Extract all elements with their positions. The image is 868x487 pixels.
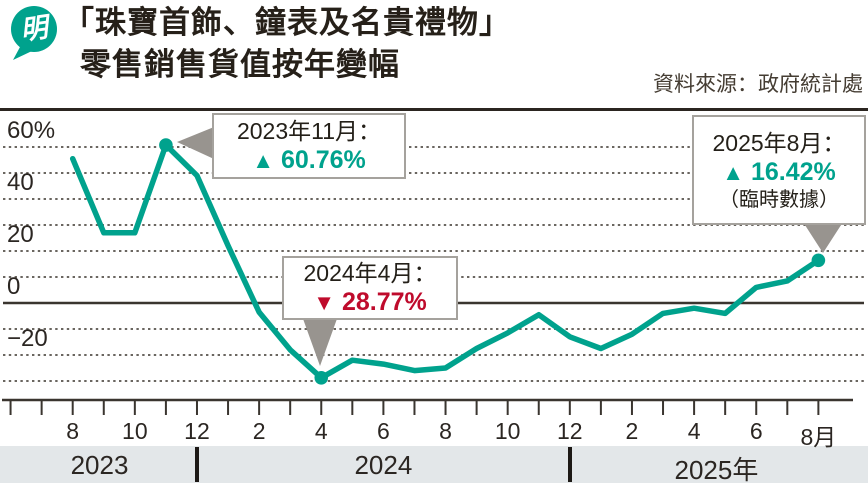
mingpao-logo-icon: 明 <box>11 6 57 60</box>
year-band <box>0 446 868 483</box>
chart-title-line2: 零售銷售貨值按年變幅 <box>80 47 400 82</box>
y-axis-label: 0 <box>7 273 21 300</box>
x-axis-month-label: 8 <box>66 418 80 444</box>
annotation-percent: 28.77% <box>341 287 427 316</box>
x-axis-month-label: 8月 <box>800 424 837 450</box>
data-point-marker <box>811 253 826 268</box>
y-axis-label: 20 <box>7 221 34 248</box>
x-axis-month-label: 6 <box>376 418 390 444</box>
x-axis-month-label: 4 <box>687 418 701 444</box>
annotation-note: （臨時數據） <box>719 188 839 211</box>
y-axis-label: 60% <box>7 117 56 144</box>
x-axis-month-label: 12 <box>557 418 583 444</box>
x-axis-month-label: 2 <box>252 418 266 444</box>
annotation-date: 2023年11月： <box>236 117 382 144</box>
annotation-date: 2025年8月： <box>712 129 846 156</box>
year-label: 2023 <box>70 450 129 480</box>
data-line <box>69 142 822 381</box>
annotation-2025-08: 2025年8月： ▲ 16.42% （臨時數據） <box>692 115 866 225</box>
year-label: 2024 <box>354 450 413 480</box>
annotation-value: ▼ 28.77% <box>313 287 427 318</box>
down-triangle-icon: ▼ <box>313 289 336 315</box>
annotation-date: 2024年4月： <box>303 259 437 286</box>
x-axis-month-label: 4 <box>314 418 328 444</box>
annotation-pointer-left-icon <box>177 127 214 159</box>
y-axis-label: 40 <box>7 169 34 196</box>
annotation-percent: 16.42% <box>750 157 836 186</box>
up-triangle-icon: ▲ <box>252 147 275 173</box>
y-axis-label: −20 <box>7 325 48 352</box>
chart-title: 「珠寶首飾、鐘表及名貴禮物」 零售銷售貨值按年變幅 <box>63 2 511 86</box>
x-axis-month-label: 12 <box>184 418 210 444</box>
x-axis-month-label: 6 <box>749 418 763 444</box>
year-divider-bar <box>567 447 572 482</box>
data-source-label: 資料來源：政府統計處 <box>653 73 863 96</box>
x-axis-month-label: 10 <box>122 418 148 444</box>
chart-title-line1: 「珠寶首飾、鐘表及名貴禮物」 <box>63 5 511 40</box>
x-axis-month-label: 8 <box>439 418 452 444</box>
annotation-2023-11: 2023年11月： ▲ 60.76% <box>212 113 406 179</box>
annotation-pointer-down-icon <box>302 316 338 366</box>
year-divider-bar <box>194 447 199 482</box>
annotation-percent: 60.76% <box>280 145 366 174</box>
annotation-value: ▲ 16.42% <box>722 157 836 188</box>
annotation-2024-04: 2024年4月： ▼ 28.77% <box>282 256 458 320</box>
data-point-marker <box>314 371 329 385</box>
x-axis-month-label: 2 <box>625 418 639 444</box>
annotation-pointer-down-icon <box>803 222 843 253</box>
year-label: 2025年 <box>674 455 759 485</box>
header-separator-line <box>0 108 868 111</box>
data-point-marker <box>159 138 173 152</box>
x-axis-month-label: 10 <box>494 418 521 444</box>
up-triangle-icon: ▲ <box>722 159 745 185</box>
annotation-value: ▲ 60.76% <box>252 145 366 176</box>
